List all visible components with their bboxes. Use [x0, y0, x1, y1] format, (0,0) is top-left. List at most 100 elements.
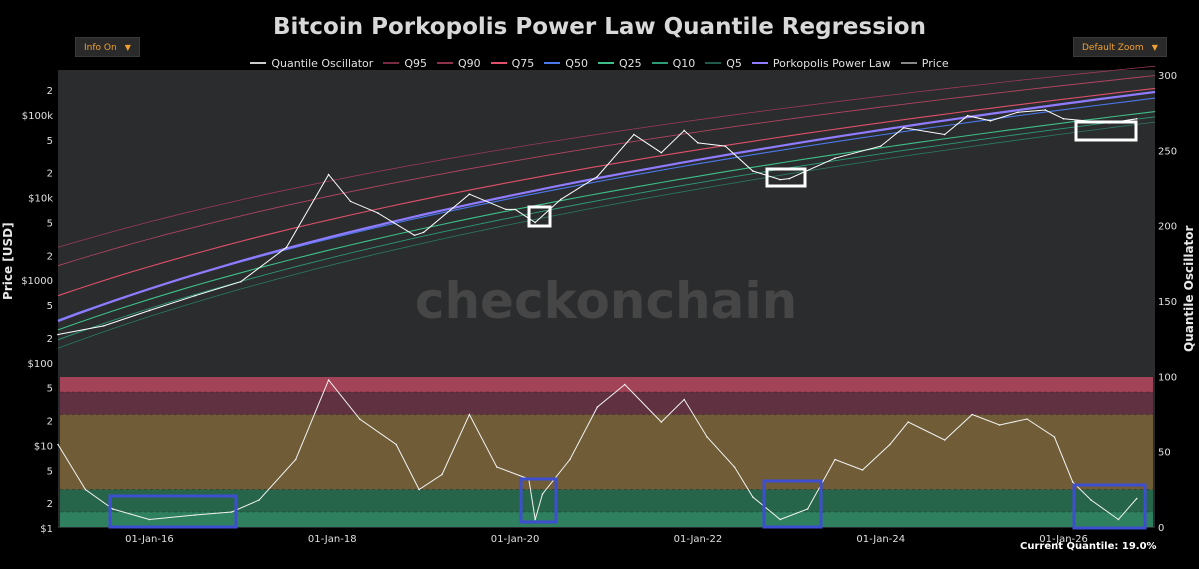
price-point — [660, 151, 663, 154]
y-tick-label-left: 5 — [47, 466, 53, 477]
oscillator-point — [230, 511, 233, 513]
oscillator-series — [57, 379, 1138, 521]
oscillator-point — [569, 458, 571, 461]
oscillator-point — [1026, 418, 1028, 420]
chart-title: Bitcoin Porkopolis Power Law Quantile Re… — [273, 14, 926, 40]
y-tick-label-left: 5 — [47, 384, 53, 395]
info-toggle-label: Info On — [84, 43, 117, 53]
oscillator-point — [706, 436, 708, 438]
price-point — [327, 173, 330, 176]
price-point — [413, 234, 416, 237]
legend-label: Q50 — [565, 56, 588, 70]
highlight-box — [1074, 120, 1138, 142]
legend-item[interactable]: Q75 — [490, 56, 534, 70]
price-point — [989, 120, 992, 122]
right-axis: 0 50 100 150 200 250 300 — [1158, 71, 1177, 534]
quantile-curve-q5 — [57, 121, 1156, 349]
legend-label: Price — [921, 56, 949, 70]
legend-item[interactable]: Q5 — [705, 56, 742, 70]
oscillator-point — [112, 508, 114, 510]
oscillator-point — [751, 496, 754, 498]
watermark: checkonchain — [415, 272, 797, 330]
y-tick-label-left: 2 — [47, 169, 53, 180]
legend-item[interactable]: Quantile Oscillator — [250, 56, 373, 70]
left-axis: $1 2 5 $10 2 5 $100 2 5 $1000 2 5 $10k 2 5 $100k 2 — [21, 86, 53, 535]
price-point — [505, 208, 507, 211]
y-tick-label-left: 5 — [47, 218, 53, 229]
price-point — [633, 133, 635, 136]
y-tick-label-left: 2 — [47, 417, 53, 428]
legend-label: Q5 — [726, 56, 742, 70]
y-tick-label-left: 2 — [47, 499, 53, 510]
price-point — [194, 294, 196, 297]
price-point — [1062, 117, 1065, 120]
highlight-box — [527, 205, 552, 228]
y-tick-label-right: 100 — [1158, 372, 1177, 383]
oscillator-point — [1117, 518, 1120, 521]
y-tick-label-left: $100k — [22, 111, 53, 122]
legend-swatch — [250, 62, 267, 64]
price-point — [779, 178, 781, 181]
oscillator-point — [660, 421, 663, 423]
oscillator-point — [998, 424, 1001, 426]
y-axis-label-left: Price [USD] — [1, 222, 15, 300]
price-series — [57, 109, 1138, 336]
price-point — [148, 309, 151, 312]
oscillator-point — [441, 473, 443, 476]
oscillator-point — [395, 443, 398, 446]
legend-label: Q90 — [457, 56, 481, 70]
legend-item[interactable]: Q95 — [383, 56, 427, 70]
oscillator-point — [1135, 497, 1138, 500]
legend-item[interactable]: Q90 — [436, 56, 481, 70]
price-point — [596, 175, 599, 178]
chevron-down-icon: ▼ — [1151, 43, 1158, 52]
legend-item[interactable]: Price — [900, 56, 949, 70]
price-point — [943, 133, 946, 136]
price-point — [1135, 117, 1138, 120]
price-point — [834, 157, 836, 159]
legend-item[interactable]: Q25 — [597, 56, 642, 70]
price-point — [902, 126, 905, 129]
legend-item[interactable]: Q50 — [544, 56, 588, 70]
y-axis-label-right: Quantile Oscillator — [1182, 225, 1196, 352]
legend-label: Q95 — [404, 56, 427, 70]
legend-label: Porkopolis Power Law — [772, 56, 891, 70]
legend-swatch — [705, 62, 722, 64]
y-tick-label-right: 200 — [1158, 222, 1177, 233]
legend-swatch — [597, 62, 614, 64]
y-tick-label-left: $1000 — [21, 276, 53, 287]
legend-label: Q25 — [618, 56, 642, 70]
oscillator-point — [1090, 499, 1092, 501]
y-tick-label-left: 2 — [47, 86, 53, 97]
oscillator-point — [541, 493, 544, 495]
oscillator-point — [468, 413, 471, 416]
legend-swatch — [490, 62, 507, 64]
legend-swatch — [436, 62, 453, 64]
oscillator-point — [327, 379, 330, 381]
oscillator-point — [971, 413, 973, 416]
x-axis: 01-Jan-16 01-Jan-18 01-Jan-20 01-Jan-22 01-J… — [125, 534, 1088, 545]
price-point — [349, 200, 352, 203]
legend-item[interactable]: Q10 — [651, 56, 696, 70]
zoom-dropdown[interactable]: Default Zoom ▼ — [1073, 37, 1167, 57]
oscillator-point — [623, 383, 626, 386]
oscillator-band — [60, 392, 1153, 415]
price-point — [879, 145, 882, 147]
legend-swatch — [544, 62, 561, 64]
info-toggle-dropdown[interactable]: Info On ▼ — [75, 37, 140, 57]
legend-item[interactable]: Porkopolis Power Law — [751, 56, 891, 70]
legend-swatch — [751, 62, 768, 64]
price-point — [788, 177, 791, 180]
oscillator-point — [57, 443, 59, 446]
price-point — [102, 325, 105, 327]
oscillator-point — [733, 466, 736, 468]
oscillator-band — [60, 414, 1153, 490]
y-tick-label-left: $1 — [40, 524, 53, 535]
legend-label: Q10 — [672, 56, 696, 70]
oscillator-point — [148, 518, 151, 521]
price-point — [1017, 111, 1019, 114]
y-tick-label-left: 2 — [47, 334, 53, 345]
oscillator-point — [358, 418, 361, 420]
price-line — [57, 109, 1137, 335]
